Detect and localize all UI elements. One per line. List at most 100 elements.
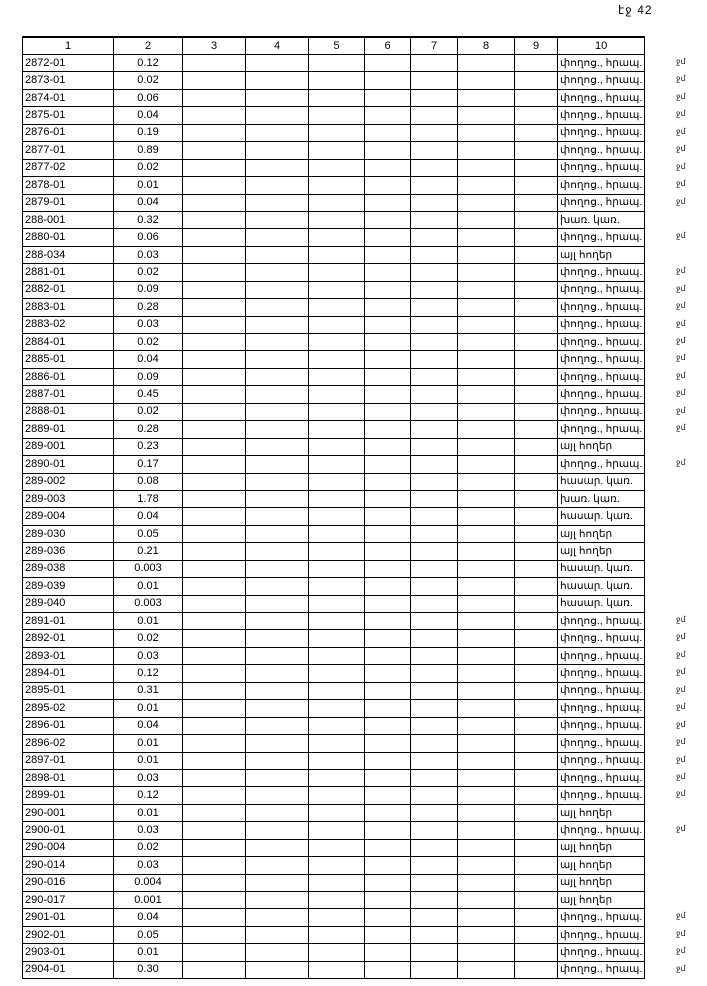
empty-cell-col-9 (514, 873, 558, 893)
empty-cell-col-3 (182, 734, 246, 753)
area-value: 0.28 (113, 420, 183, 439)
area-value: 0.12 (113, 53, 183, 73)
empty-cell-col-4 (245, 786, 309, 805)
empty-cell-col-7 (410, 768, 458, 788)
area-value: 0.28 (113, 298, 183, 317)
empty-cell-col-6 (364, 716, 411, 736)
empty-cell-col-5 (308, 577, 365, 596)
empty-cell-col-7 (410, 176, 458, 195)
empty-cell-col-3 (182, 437, 246, 457)
empty-cell-col-9 (514, 106, 558, 125)
column-header-1: 1 (22, 36, 114, 55)
empty-cell-col-7 (410, 141, 458, 160)
table-row: 2875-01 0.04 փողոց., հրապ. (22, 106, 646, 125)
margin-marks: ջմ ջմ ջմ ջմ ջմ ջմ ջմ ջմ ջմ ջմ ջմ ջմ ջմ ջմ ջմ ջմ ջմ ջմ ջմ ջմ… (676, 53, 696, 977)
empty-cell-col-3 (182, 873, 246, 893)
empty-cell-col-9 (514, 367, 558, 387)
empty-cell-col-9 (514, 925, 558, 945)
empty-cell-col-4 (245, 611, 309, 631)
empty-cell-col-5 (308, 71, 365, 90)
land-use-type: փողոց., հրապ. (556, 228, 646, 247)
empty-cell-col-7 (410, 455, 458, 474)
area-value: 0.02 (113, 71, 183, 90)
empty-cell-col-6 (364, 245, 411, 265)
land-use-type: փողոց., հրապ. (556, 699, 646, 718)
empty-cell-col-8 (457, 838, 515, 858)
column-header-4: 4 (245, 36, 309, 55)
margin-mark: ջմ (676, 318, 686, 328)
parcel-code: 2890-01 (22, 455, 114, 474)
empty-cell-col-3 (182, 332, 246, 352)
table-row: 289-036 0.21 այլ հողեր (22, 542, 646, 561)
empty-cell-col-7 (410, 420, 458, 439)
table-row: 2885-01 0.04 փողոց., հրապ. (22, 350, 646, 369)
empty-cell-col-4 (245, 298, 309, 317)
empty-cell-col-8 (457, 908, 515, 927)
empty-cell-col-4 (245, 629, 309, 648)
land-use-type: փողոց., հրապ. (556, 455, 646, 474)
empty-cell-col-5 (308, 681, 365, 701)
empty-cell-col-9 (514, 455, 558, 474)
empty-cell-col-8 (457, 176, 515, 195)
empty-cell-col-7 (410, 472, 458, 491)
empty-cell-col-6 (364, 681, 411, 701)
column-header-7: 7 (410, 36, 458, 55)
empty-cell-col-3 (182, 158, 246, 178)
land-use-type: փողոց., հրապ. (556, 350, 646, 369)
empty-cell-col-8 (457, 646, 515, 666)
parcel-code: 2903-01 (22, 943, 114, 962)
empty-cell-col-8 (457, 699, 515, 718)
margin-mark: ջմ (676, 266, 686, 276)
empty-cell-col-5 (308, 542, 365, 561)
empty-cell-col-5 (308, 734, 365, 753)
empty-cell-col-3 (182, 402, 246, 422)
area-value: 0.01 (113, 734, 183, 753)
land-use-type: փողոց., հրապ. (556, 786, 646, 805)
margin-mark: ջմ (676, 754, 686, 764)
parcel-code: 290-004 (22, 838, 114, 858)
margin-mark: ջմ (676, 126, 686, 136)
empty-cell-col-7 (410, 751, 458, 770)
empty-cell-col-7 (410, 524, 458, 544)
empty-cell-col-9 (514, 350, 558, 369)
empty-cell-col-5 (308, 856, 365, 875)
parcel-code: 2886-01 (22, 367, 114, 387)
area-value: 0.03 (113, 856, 183, 875)
parcel-code: 2895-02 (22, 699, 114, 718)
margin-mark: ջմ (676, 649, 686, 659)
empty-cell-col-8 (457, 611, 515, 631)
empty-cell-col-9 (514, 629, 558, 648)
empty-cell-col-9 (514, 158, 558, 178)
empty-cell-col-6 (364, 123, 411, 143)
empty-cell-col-3 (182, 786, 246, 805)
empty-cell-col-4 (245, 332, 309, 352)
empty-cell-col-7 (410, 786, 458, 805)
parcel-code: 288-001 (22, 210, 114, 230)
area-value: 0.06 (113, 228, 183, 247)
empty-cell-col-8 (457, 263, 515, 282)
empty-cell-col-7 (410, 106, 458, 125)
empty-cell-col-7 (410, 943, 458, 962)
table-row: 2896-02 0.01 փողոց., հրապ. (22, 734, 646, 753)
area-value: 0.09 (113, 367, 183, 387)
parcel-code: 2884-01 (22, 332, 114, 352)
empty-cell-col-3 (182, 629, 246, 648)
empty-cell-col-9 (514, 838, 558, 858)
parcel-code: 2900-01 (22, 821, 114, 840)
empty-cell-col-5 (308, 908, 365, 927)
area-value: 0.004 (113, 873, 183, 893)
empty-cell-col-4 (245, 821, 309, 840)
empty-cell-col-6 (364, 402, 411, 422)
empty-cell-col-5 (308, 106, 365, 125)
empty-cell-col-8 (457, 524, 515, 544)
empty-cell-col-3 (182, 768, 246, 788)
margin-mark: ջմ (676, 737, 686, 747)
area-value: 0.03 (113, 768, 183, 788)
parcel-code: 2896-02 (22, 734, 114, 753)
empty-cell-col-8 (457, 594, 515, 614)
margin-mark: ջմ (676, 336, 686, 345)
empty-cell-col-5 (308, 245, 365, 265)
empty-cell-col-8 (457, 577, 515, 596)
empty-cell-col-4 (245, 367, 309, 387)
empty-cell-col-6 (364, 646, 411, 666)
